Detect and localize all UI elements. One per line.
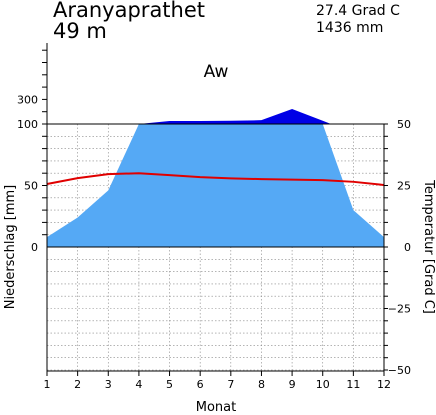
x-tick-label: 9 bbox=[289, 378, 296, 391]
station-elevation: 49 m bbox=[53, 19, 107, 43]
temp-tick-label: 25 bbox=[397, 180, 411, 193]
temp-tick-label: −25 bbox=[388, 303, 411, 316]
precipitation-area bbox=[47, 124, 384, 247]
x-tick-label: 11 bbox=[346, 378, 360, 391]
x-tick-label: 5 bbox=[166, 378, 173, 391]
x-tick-label: 2 bbox=[74, 378, 81, 391]
annual-precipitation: 1436 mm bbox=[316, 20, 384, 36]
x-tick-label: 7 bbox=[227, 378, 234, 391]
x-tick-label: 8 bbox=[258, 378, 265, 391]
x-tick-label: 10 bbox=[316, 378, 330, 391]
right-axis-title: Temperatur [Grad C] bbox=[421, 179, 436, 314]
precip-tick-label: 50 bbox=[24, 180, 38, 193]
temp-tick-label: −50 bbox=[388, 364, 411, 377]
climate-class-label: Aw bbox=[204, 62, 229, 82]
temp-tick-label: 0 bbox=[404, 241, 411, 254]
precip-tick-label: 100 bbox=[17, 118, 38, 131]
left-axis-title: Niederschlag [mm] bbox=[3, 185, 18, 310]
humid-excess-area bbox=[138, 108, 332, 124]
precip-tick-label: 0 bbox=[31, 241, 38, 254]
x-tick-label: 12 bbox=[377, 378, 391, 391]
temp-tick-label: 50 bbox=[397, 118, 411, 131]
x-axis-title: Monat bbox=[196, 400, 236, 415]
station-name: Aranyaprathet bbox=[53, 0, 206, 22]
x-tick-label: 1 bbox=[44, 378, 51, 391]
mean-temperature: 27.4 Grad C bbox=[316, 3, 400, 19]
x-tick-label: 6 bbox=[197, 378, 204, 391]
precip-tick-label: 300 bbox=[17, 93, 38, 106]
temperature-line bbox=[46, 172, 385, 187]
x-tick-label: 3 bbox=[105, 378, 112, 391]
x-tick-label: 4 bbox=[135, 378, 142, 391]
